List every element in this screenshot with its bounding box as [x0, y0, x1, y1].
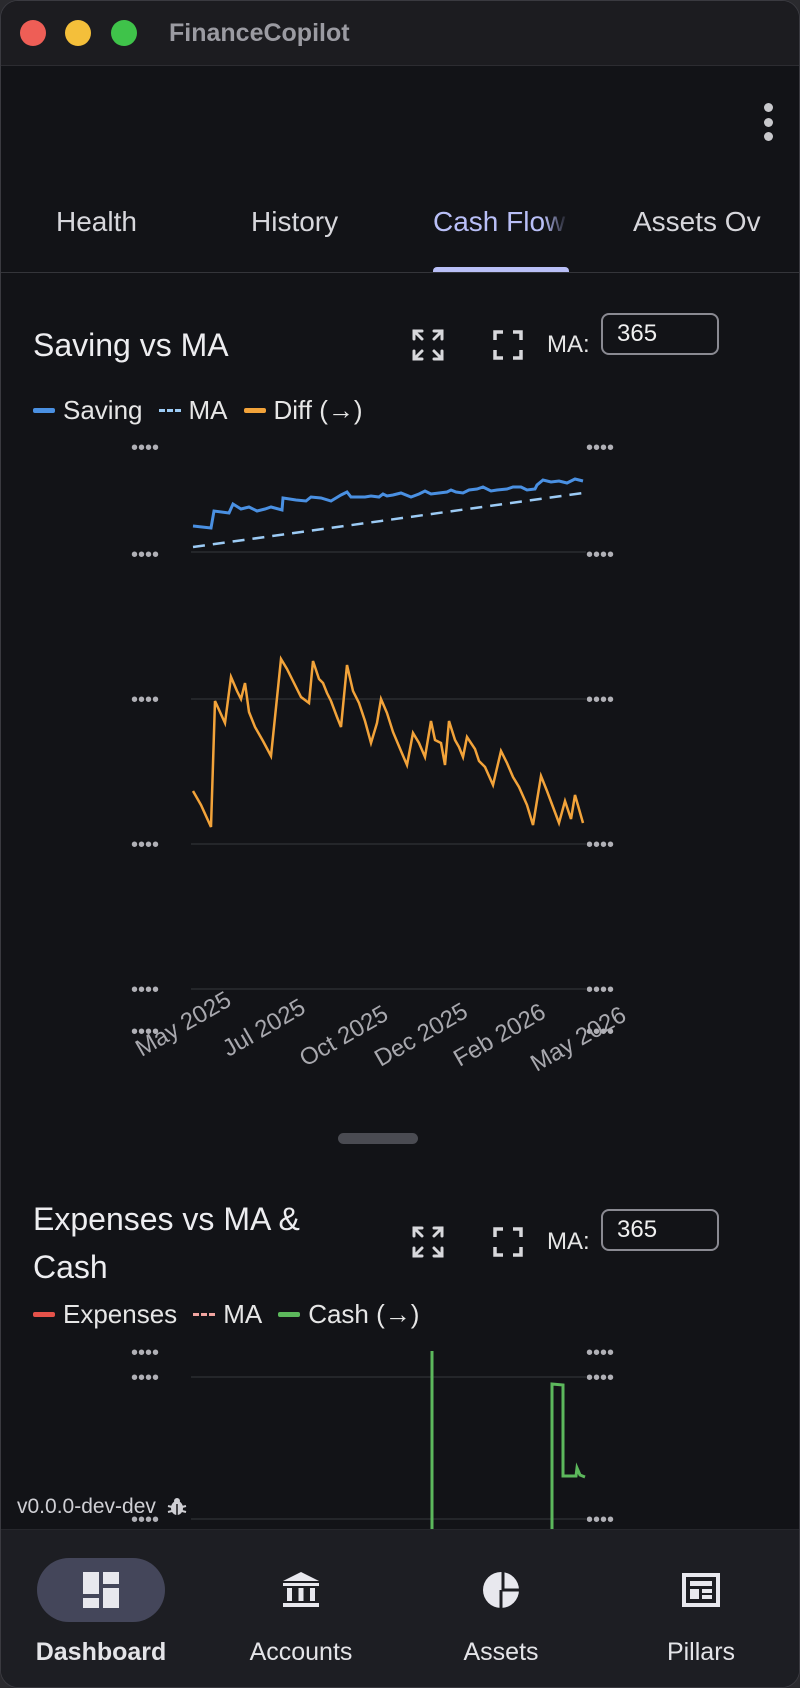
title-line: Cash [33, 1249, 108, 1285]
version-label: v0.0.0-dev-dev [17, 1495, 188, 1519]
y2-tick-label: •••• [586, 834, 614, 856]
y2-tick-label: •••• [586, 1021, 614, 1043]
legend-item-expenses[interactable]: Expenses [33, 1299, 177, 1330]
nav-dashboard[interactable]: Dashboard [1, 1530, 201, 1687]
y2-tick-label: •••• [586, 1509, 614, 1529]
saving-chart-legend: Saving MA Diff (→) [33, 395, 379, 426]
zoom-window-button[interactable] [111, 20, 137, 46]
cash-series-line [550, 1382, 586, 1529]
active-nav-indicator [37, 1558, 165, 1622]
legend-item-ma[interactable]: MA [158, 395, 228, 426]
tab-fade [544, 186, 574, 266]
pillars-icon [682, 1573, 720, 1607]
fullscreen-icon[interactable] [491, 328, 525, 362]
expenses-chart-legend: Expenses MA Cash (→) [33, 1299, 435, 1330]
legend-label: Cash (→) [308, 1299, 420, 1329]
y2-tick-label: •••• [586, 544, 614, 566]
title-line: Expenses vs MA & [33, 1201, 300, 1237]
legend-item-ma[interactable]: MA [193, 1299, 262, 1330]
y-tick-label: •••• [131, 437, 159, 459]
tab-fade [771, 186, 799, 266]
y2-tick-label: •••• [586, 437, 614, 459]
more-menu-icon[interactable] [761, 103, 775, 141]
y-tick-label: •••• [131, 689, 159, 711]
minimize-window-button[interactable] [65, 20, 91, 46]
chart-resize-handle[interactable] [338, 1133, 418, 1144]
expenses-chart-title: Expenses vs MA & Cash [33, 1195, 300, 1291]
expenses-ma-input[interactable] [601, 1209, 719, 1251]
pie-chart-icon [483, 1572, 519, 1608]
fullscreen-icon[interactable] [491, 1225, 525, 1259]
bottom-navigation: Dashboard Accounts Assets Pillars [1, 1529, 799, 1687]
tab-history[interactable]: History [251, 206, 339, 237]
legend-item-cash[interactable]: Cash (→) [278, 1299, 419, 1330]
y-tick-label: •••• [131, 544, 159, 566]
y-tick-label: •••• [131, 1509, 159, 1529]
nav-label: Pillars [666, 1638, 736, 1666]
version-text: v0.0.0-dev-dev [17, 1495, 156, 1518]
title-bar: FinanceCopilot [1, 1, 799, 66]
nav-pillars[interactable]: Pillars [601, 1530, 799, 1687]
saving-ma-input[interactable] [601, 313, 719, 355]
tab-bar: Health History Cash Flow Assets Ov [1, 186, 799, 273]
expand-icon[interactable] [411, 1225, 445, 1259]
legend-label: Saving [63, 395, 143, 425]
legend-label: MA [188, 395, 228, 425]
saving-series-line [192, 477, 584, 530]
tab-cash-flow[interactable]: Cash Flow [433, 206, 566, 237]
close-window-button[interactable] [20, 20, 46, 46]
legend-label: Diff (→) [273, 395, 363, 425]
nav-assets[interactable]: Assets [401, 1530, 601, 1687]
y2-tick-label: •••• [586, 689, 614, 711]
y2-tick-label: •••• [586, 1367, 614, 1389]
bank-icon [283, 1572, 319, 1607]
legend-item-saving[interactable]: Saving [33, 395, 143, 426]
nav-accounts[interactable]: Accounts [201, 1530, 401, 1687]
y-tick-label: •••• [131, 834, 159, 856]
y2-tick-label: •••• [586, 979, 614, 1001]
nav-label: Accounts [249, 1638, 353, 1666]
ma-label: MA: [547, 331, 590, 358]
y-tick-label: •••• [131, 979, 159, 1001]
ma-label: MA: [547, 1228, 590, 1255]
y-tick-label: •••• [131, 1021, 159, 1043]
diff-series-line [191, 655, 585, 828]
nav-label: Dashboard [35, 1638, 167, 1666]
y-tick-label: •••• [131, 1342, 159, 1364]
legend-label: Expenses [63, 1299, 178, 1329]
nav-label: Assets [463, 1638, 539, 1666]
dashboard-icon [83, 1572, 119, 1608]
active-tab-indicator [433, 267, 569, 272]
tab-assets-overview[interactable]: Assets Ov [633, 206, 761, 237]
app-title: FinanceCopilot [169, 19, 350, 47]
ma-series-line [192, 491, 584, 549]
saving-chart-title: Saving vs MA [33, 327, 229, 363]
legend-label: MA [223, 1299, 263, 1329]
bug-icon[interactable] [166, 1496, 188, 1518]
expand-icon[interactable] [411, 328, 445, 362]
tab-health[interactable]: Health [56, 206, 137, 237]
expenses-chart: •••• •••• •••• •••• •••• •••• [131, 1342, 614, 1529]
saving-chart: •••• •••• •••• •••• •••• •••• •••• •••• … [131, 437, 614, 1043]
legend-item-diff[interactable]: Diff (→) [243, 395, 363, 426]
y2-tick-label: •••• [586, 1342, 614, 1364]
y-tick-label: •••• [131, 1367, 159, 1389]
